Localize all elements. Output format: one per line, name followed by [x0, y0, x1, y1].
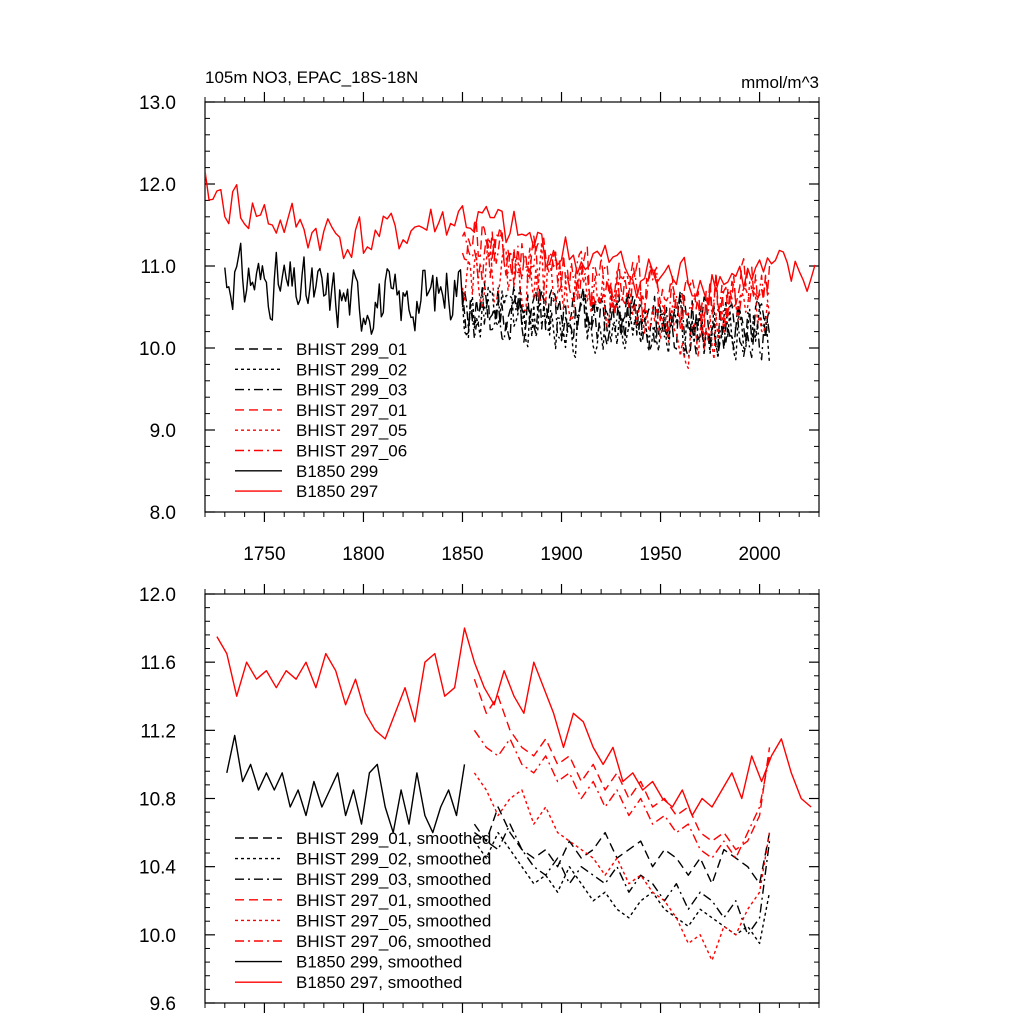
legend-label: B1850 297: [296, 482, 378, 501]
top-plot-area: [205, 170, 816, 369]
y-tick-label: 9.0: [150, 421, 176, 442]
y-tick-label: 11.2: [140, 721, 176, 742]
legend-label: BHIST 297_01: [296, 401, 407, 420]
x-tick-label: 1750: [243, 544, 285, 565]
legend-label: B1850 297, smoothed: [296, 973, 462, 992]
series-line-bottom-7: [216, 627, 812, 817]
y-tick-label: 10.4: [139, 858, 176, 879]
y-tick-label: 10.0: [139, 926, 176, 947]
legend-label: BHIST 299_02, smoothed: [296, 850, 491, 869]
y-tick-label: 10.8: [139, 790, 176, 811]
legend-label: BHIST 297_06, smoothed: [296, 932, 491, 951]
series-line-bottom-3: [473, 678, 771, 851]
y-tick-label: 12.0: [139, 585, 176, 606]
bottom-axes: 9.6 10.0 10.4 10.8 11.2 11.6 12.0: [139, 584, 820, 1015]
units-label: mmol/m^3: [741, 73, 819, 92]
series-line-top-3: [461, 219, 771, 335]
legend-label: BHIST 299_03: [296, 381, 407, 400]
y-tick-label: 13.0: [139, 93, 176, 114]
x-tick-label: 1900: [540, 544, 582, 565]
y-tick-label: 8.0: [150, 503, 176, 524]
series-line-bottom-2: [473, 823, 771, 936]
legend-label: BHIST 297_05, smoothed: [296, 911, 491, 930]
plot-frame: [204, 101, 820, 513]
y-tick-label: 11.6: [140, 653, 176, 674]
y-tick-label: 12.0: [139, 175, 176, 196]
y-tick-label: 11.0: [140, 257, 176, 278]
legend-label: B1850 299, smoothed: [296, 953, 462, 972]
bottom-panel: 9.6 10.0 10.4 10.8 11.2 11.6 12.0 BHIST 299_01…: [139, 584, 820, 1015]
series-line-bottom-6: [226, 734, 466, 834]
legend-label: B1850 299: [296, 462, 378, 481]
bottom-legend: BHIST 299_01, smoothed BHIST 299_02, smoo…: [235, 829, 491, 992]
legend-label: BHIST 297_01, smoothed: [296, 891, 491, 910]
series-line-top-7: [205, 170, 816, 306]
legend-label: BHIST 299_01, smoothed: [296, 829, 491, 848]
bottom-plot-area: [216, 627, 812, 962]
legend-label: BHIST 299_03, smoothed: [296, 870, 491, 889]
x-tick-label: 1950: [639, 544, 681, 565]
series-line-top-5: [461, 231, 771, 331]
series-line-bottom-0: [473, 806, 771, 885]
series-line-top-4: [461, 237, 771, 369]
x-tick-label: 2000: [738, 544, 780, 565]
legend-label: BHIST 299_02: [296, 360, 407, 379]
top-panel: 105m NO3, EPAC_18S-18N mmol/m^3 1750 1800…: [139, 68, 820, 565]
series-line-bottom-1: [473, 831, 771, 945]
series-line-top-6: [224, 242, 464, 335]
series-line-top-1: [461, 286, 771, 364]
x-tick-label: 1850: [441, 544, 483, 565]
x-tick-label: 1800: [342, 544, 384, 565]
legend-label: BHIST 297_05: [296, 421, 407, 440]
y-tick-label: 10.0: [139, 339, 176, 360]
y-tick-label: 9.6: [150, 994, 176, 1015]
top-axes: 1750 1800 1850 1900 1950 2000 8.0 9.0 10.0 11.0 12…: [139, 92, 820, 565]
top-panel-title: 105m NO3, EPAC_18S-18N: [205, 68, 418, 87]
legend-label: BHIST 299_01: [296, 340, 407, 359]
series-line-bottom-5: [473, 729, 771, 859]
series-line-top-2: [461, 285, 771, 361]
legend-label: BHIST 297_06: [296, 442, 407, 461]
series-line-bottom-4: [473, 772, 771, 962]
